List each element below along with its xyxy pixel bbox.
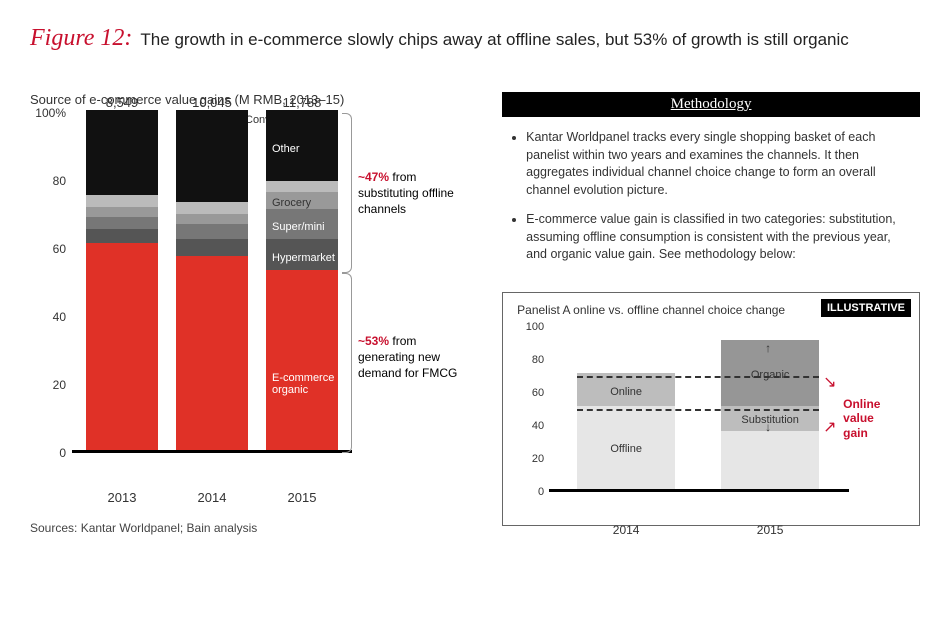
methodology-body: Kantar Worldpanel tracks every single sh… — [502, 117, 920, 288]
bar-total: 10,045 — [176, 95, 248, 110]
methodology-header: Methodology — [502, 92, 920, 117]
bar-segment — [266, 181, 338, 191]
annotation-lower: ~53% from generating new demand for FMCG — [358, 333, 458, 382]
bar-segment — [176, 110, 248, 202]
x-axis-label: 2015 — [266, 490, 338, 505]
stacked-bar — [266, 110, 338, 450]
bar-segment — [266, 110, 338, 181]
illustrative-chart: 020406080100OfflineOnlineSubstitutionOrg… — [517, 327, 905, 517]
stacked-bar — [86, 110, 158, 450]
bar-segment — [86, 229, 158, 243]
bar-segment — [266, 192, 338, 209]
methodology-panel: Methodology Kantar Worldpanel tracks eve… — [502, 92, 920, 535]
main-chart-panel: Source of e-commerce value gains (M RMB,… — [30, 92, 472, 535]
bar-segment — [86, 217, 158, 229]
x-axis-label: 2013 — [86, 490, 158, 505]
online-value-gain-label: Online valuegain — [843, 397, 880, 440]
bar-segment — [176, 239, 248, 256]
bar-segment — [86, 207, 158, 217]
bar-segment — [176, 224, 248, 239]
bar-segment — [86, 110, 158, 195]
bar-segment — [266, 270, 338, 450]
bar-segment — [176, 202, 248, 214]
stacked-bar-chart: 020406080100%8,54910,04511,788OtherGroce… — [30, 113, 472, 483]
bar-segment — [176, 256, 248, 450]
annotation-upper: ~47% from substituting offline channels — [358, 169, 458, 218]
stacked-bar — [176, 110, 248, 450]
x-axis-label: 2014 — [176, 490, 248, 505]
illustrative-tag: ILLUSTRATIVE — [821, 299, 911, 317]
bar-segment — [86, 243, 158, 450]
sources-text: Sources: Kantar Worldpanel; Bain analysi… — [30, 521, 472, 535]
bar-segment — [176, 214, 248, 224]
illustrative-box: Panelist A online vs. offline channel ch… — [502, 292, 920, 526]
methodology-bullet: E-commerce value gain is classified in t… — [526, 211, 914, 264]
bar-total: 8,549 — [86, 95, 158, 110]
bar-segment — [266, 239, 338, 270]
bar-segment — [266, 209, 338, 240]
methodology-bullet: Kantar Worldpanel tracks every single sh… — [526, 129, 914, 199]
figure-title: Figure 12: The growth in e-commerce slow… — [30, 25, 920, 52]
figure-caption: The growth in e-commerce slowly chips aw… — [140, 30, 848, 50]
figure-label: Figure 12: — [30, 25, 132, 52]
bar-total: 11,788 — [266, 95, 338, 110]
bar-segment — [86, 195, 158, 207]
